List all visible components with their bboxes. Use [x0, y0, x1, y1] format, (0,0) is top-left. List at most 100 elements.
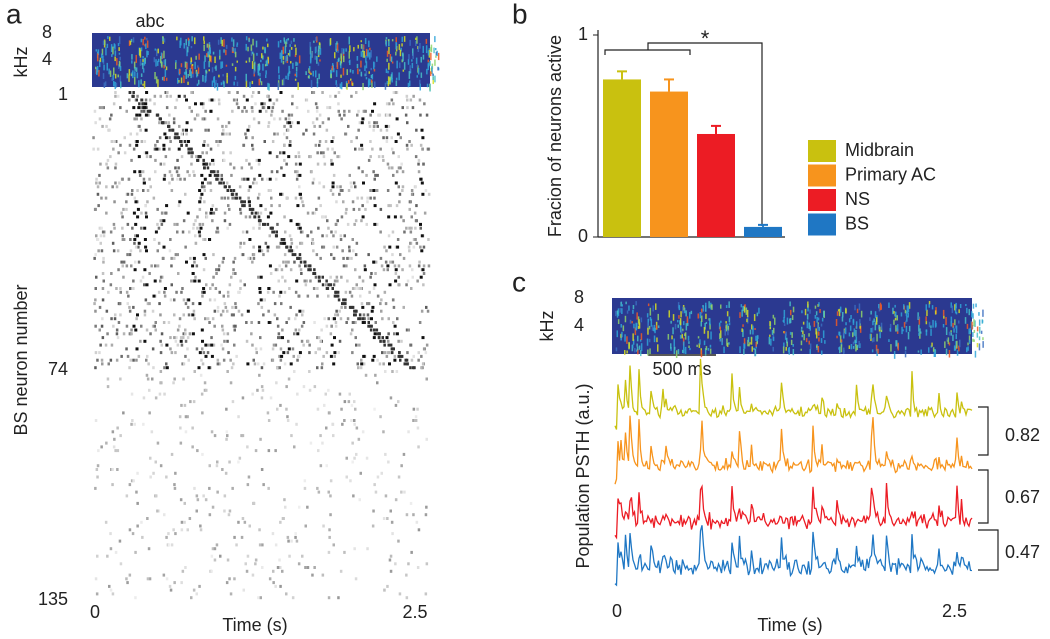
raster-spike: [343, 264, 346, 267]
spectrogram-energy: [769, 321, 771, 326]
spectrogram-energy: [710, 332, 712, 340]
raster-spike: [125, 200, 128, 203]
spectrogram-energy: [670, 343, 672, 348]
raster-spike: [289, 140, 292, 143]
raster-spike: [204, 317, 207, 320]
raster-spike: [282, 242, 285, 245]
spectrogram-energy: [426, 69, 428, 75]
raster-spike: [114, 95, 117, 98]
raster-spike: [263, 102, 266, 105]
raster-spike: [258, 193, 261, 196]
raster-spike: [252, 182, 255, 185]
raster-spike: [284, 506, 287, 509]
raster-spike: [115, 551, 118, 554]
raster-spike: [201, 453, 204, 456]
raster-spike: [139, 129, 142, 132]
spectrogram-energy: [649, 326, 651, 329]
spectrogram-energy: [850, 326, 852, 331]
raster-spike: [328, 491, 331, 494]
raster-spike: [284, 362, 287, 365]
raster-spike: [374, 174, 377, 177]
raster-spike: [357, 366, 360, 369]
spectrogram-energy: [972, 332, 974, 337]
raster-spike: [198, 200, 201, 203]
raster-spike: [263, 362, 266, 365]
raster-spike: [158, 302, 161, 305]
raster-spike: [145, 215, 148, 218]
raster-spike: [396, 370, 399, 373]
raster-spike: [320, 464, 323, 467]
raster-spike: [395, 140, 398, 143]
raster-spike: [258, 246, 261, 249]
spectrogram-energy: [621, 308, 623, 314]
spectrogram-energy: [283, 47, 285, 55]
raster-spike: [422, 268, 425, 271]
raster-spike: [258, 227, 261, 230]
raster-spike: [203, 253, 206, 256]
spectrogram-energy: [134, 71, 136, 77]
raster-spike: [348, 249, 351, 252]
spectrogram-energy: [215, 65, 217, 70]
raster-spike: [120, 212, 123, 215]
raster-spike: [358, 208, 361, 211]
spectrogram-energy: [103, 73, 105, 79]
spectrogram-energy: [791, 340, 793, 345]
raster-spike: [197, 114, 200, 117]
legend-label: Midbrain: [845, 140, 914, 160]
raster-spike: [143, 110, 146, 113]
raster-spike: [290, 268, 293, 271]
raster-spike: [221, 174, 224, 177]
raster-spike: [126, 110, 129, 113]
raster-spike: [317, 449, 320, 452]
x-tick-label: 2.5: [402, 602, 427, 622]
raster-spike: [229, 510, 232, 513]
raster-spike: [355, 336, 358, 339]
raster-spike: [301, 242, 304, 245]
raster-spike: [418, 264, 421, 267]
raster-spike: [423, 347, 426, 350]
raster-spike: [370, 317, 373, 320]
spectrogram-energy: [387, 51, 389, 57]
spectrogram-energy: [821, 324, 823, 327]
spectrogram-energy: [214, 83, 216, 89]
raster-spike: [187, 140, 190, 143]
raster-spike: [274, 302, 277, 305]
raster-spike: [143, 268, 146, 271]
raster-spike: [318, 280, 321, 283]
raster-spike: [280, 359, 283, 362]
raster-spike: [101, 359, 104, 362]
raster-spike: [301, 313, 304, 316]
y-label: Fracion of neurons active: [545, 35, 565, 237]
raster-spike: [214, 434, 217, 437]
raster-spike: [306, 234, 309, 237]
spectrogram-energy: [155, 49, 157, 51]
raster-spike: [385, 125, 388, 128]
raster-spike: [298, 185, 301, 188]
raster-spike: [136, 472, 139, 475]
raster-spike: [332, 287, 335, 290]
raster-spike: [394, 264, 397, 267]
raster-spike: [105, 521, 108, 524]
raster-spike: [369, 155, 372, 158]
raster-spike: [248, 125, 251, 128]
raster-spike: [410, 287, 413, 290]
raster-spike: [373, 197, 376, 200]
raster-spike: [155, 148, 158, 151]
raster-spike: [193, 261, 196, 264]
raster-spike: [210, 212, 213, 215]
raster-spike: [177, 272, 180, 275]
raster-spike: [356, 197, 359, 200]
raster-spike: [410, 502, 413, 505]
raster-spike: [286, 246, 289, 249]
raster-spike: [262, 483, 265, 486]
raster-spike: [298, 562, 301, 565]
raster-spike: [341, 215, 344, 218]
raster-spike: [295, 280, 298, 283]
raster-spike: [405, 227, 408, 230]
raster-spike: [323, 246, 326, 249]
raster-spike: [417, 163, 420, 166]
raster-spike: [126, 253, 129, 256]
raster-spike: [109, 155, 112, 158]
spectrogram-energy: [262, 64, 264, 71]
spectrogram-energy: [315, 70, 317, 77]
